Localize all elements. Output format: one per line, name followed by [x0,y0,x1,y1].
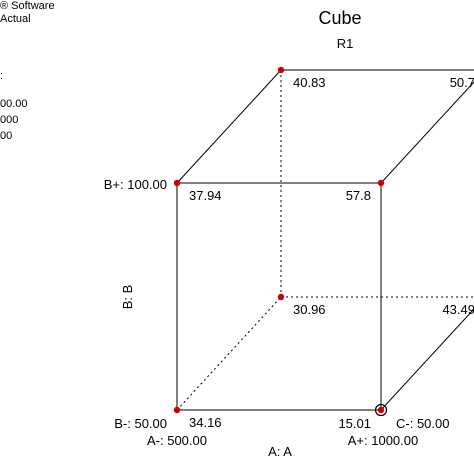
cube-depth-edge [380,81,474,184]
corner-value-label: 50.7 [450,75,474,90]
design-point [173,406,181,414]
factor-c-low-label: C-: 50.00 [396,416,449,431]
corner-value-label: 57.8 [346,188,371,203]
design-point [277,293,285,301]
corner-value-label: 43.49 [442,302,474,317]
cube-depth-edge [176,296,282,411]
side-info-line: 00 [0,130,13,142]
corner-value-label: 30.96 [293,302,326,317]
chart-subtitle: R1 [337,36,354,51]
cube-edges [176,69,474,411]
cube-labels: 34.16 15.01 37.94 57.8 30.96 43.49 40.83 50.7 B+… [104,75,474,448]
factor-a-high-label: A+: 1000.00 [348,433,418,448]
chart-title: Cube [318,8,361,28]
corner-value-label: 37.94 [189,188,222,203]
side-info-line: ® Software [0,0,55,12]
factor-a-low-label: A-: 500.00 [147,433,207,448]
current-point-marker [374,403,388,417]
cube-depth-edge [380,308,474,411]
corner-value-label: 40.83 [293,75,326,90]
cube-depth-edge [176,69,282,184]
side-info-line: 000 [0,114,19,126]
factor-b-high-label: B+: 100.00 [104,177,167,192]
cube-points [173,66,388,417]
design-point [277,66,285,74]
factor-b-low-label: B-: 50.00 [114,416,167,431]
side-info-line: 00.00 [0,98,28,110]
design-point [173,179,181,187]
corner-value-label: 34.16 [189,415,222,430]
corner-value-label: 15.01 [338,416,371,431]
x-axis-label: A: A [268,444,292,459]
y-axis-label: B: B [120,285,135,310]
side-info-line: Actual [0,13,31,25]
design-point [377,179,385,187]
design-point [377,406,385,414]
side-info-line: : [0,70,4,82]
